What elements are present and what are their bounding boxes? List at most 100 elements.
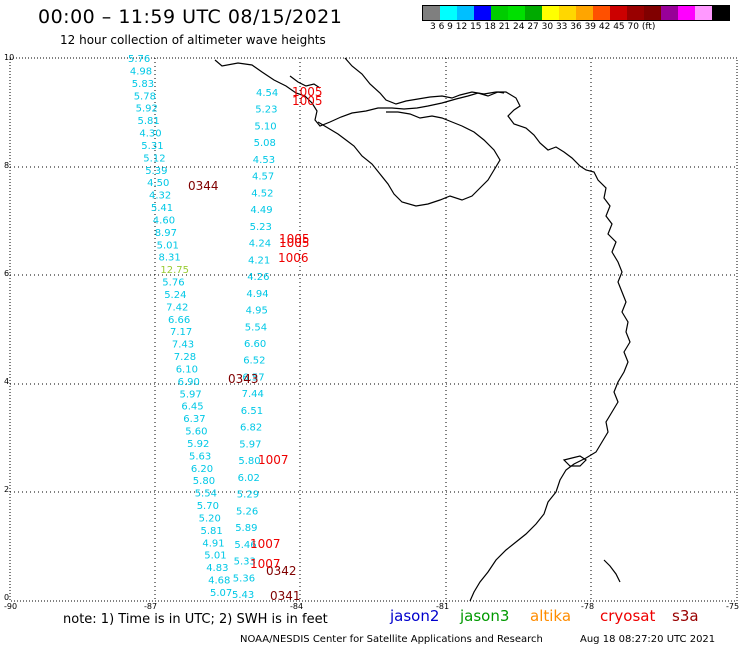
left-swh-3: 5.78 — [134, 91, 156, 102]
left-swh-15: 5.01 — [157, 240, 179, 251]
legend-swatch-0 — [423, 6, 440, 20]
left-swh-0: 5.76 — [128, 54, 150, 65]
left-swh-5: 5.81 — [138, 116, 160, 127]
right-swh-19: 6.51 — [241, 406, 263, 417]
color-scale-legend — [422, 5, 730, 21]
x-tick--78: -78 — [581, 602, 594, 611]
right-swh-22: 5.80 — [238, 456, 260, 467]
right-swh-26: 5.89 — [235, 523, 257, 534]
legend-swatch-8 — [559, 6, 576, 20]
left-swh-25: 6.10 — [176, 365, 198, 376]
y-tick-0: 0 — [4, 593, 9, 602]
y-tick-8: 8 — [4, 161, 9, 170]
x-tick--84: -84 — [290, 602, 303, 611]
legend-swatch-17 — [712, 6, 729, 20]
left-swh-27: 5.97 — [180, 389, 202, 400]
left-swh-19: 5.24 — [164, 290, 186, 301]
left-swh-7: 5.31 — [141, 141, 163, 152]
legend-swatch-1 — [440, 6, 457, 20]
left-swh-2: 5.83 — [132, 79, 154, 90]
legend-swatch-5 — [508, 6, 525, 20]
satellite-cryosat: cryosat — [600, 607, 656, 625]
legend-swatch-9 — [576, 6, 593, 20]
right-swh-30: 5.43 — [232, 590, 254, 601]
track-label-1005-c: 1005 — [279, 232, 310, 246]
coastline — [214, 57, 631, 602]
track-label-0341: 0341 — [270, 589, 301, 603]
legend-swatch-6 — [525, 6, 542, 20]
y-tick-4: 4 — [4, 377, 9, 386]
legend-swatch-4 — [491, 6, 508, 20]
legend-swatch-12 — [627, 6, 644, 20]
track-label-1006: 1006 — [278, 251, 309, 265]
grid-lines — [10, 58, 737, 601]
legend-swatch-13 — [644, 6, 661, 20]
right-swh-0: 4.54 — [256, 88, 278, 99]
satellite-s3a: s3a — [672, 607, 699, 625]
left-swh-14: 8.97 — [155, 228, 177, 239]
left-swh-8: 5.12 — [143, 153, 165, 164]
track-right-measurements: 4.54 5.23 5.10 5.08 4.53 4.57 4.52 4.49 5.23 4.24… — [232, 88, 278, 601]
left-swh-31: 5.92 — [187, 439, 209, 450]
right-swh-24: 5.29 — [237, 490, 259, 501]
right-swh-5: 4.57 — [252, 172, 274, 183]
legend-swatch-7 — [542, 6, 559, 20]
left-swh-12: 5.41 — [151, 203, 173, 214]
legend-swatch-14 — [661, 6, 678, 20]
right-swh-16: 6.52 — [243, 356, 265, 367]
track-label-1007-c: 1007 — [250, 557, 281, 571]
left-swh-35: 5.54 — [195, 489, 217, 500]
legend-swatch-2 — [457, 6, 474, 20]
legend-swatch-15 — [678, 6, 695, 20]
left-swh-11: 4.32 — [149, 191, 171, 202]
track-label-1007-a: 1007 — [258, 453, 289, 467]
right-swh-8: 5.23 — [250, 222, 272, 233]
left-swh-40: 5.01 — [204, 551, 226, 562]
legend-swatch-3 — [474, 6, 491, 20]
legend-scale-labels: 3 6 9 12 15 18 21 24 27 30 33 36 39 42 4… — [430, 22, 656, 32]
left-swh-16: 8.31 — [159, 253, 181, 264]
left-swh-39: 4.91 — [202, 538, 224, 549]
plot-frame — [9, 57, 738, 602]
track-label-1007-b: 1007 — [250, 537, 281, 551]
right-swh-1: 5.23 — [255, 105, 277, 116]
right-swh-20: 6.82 — [240, 423, 262, 434]
left-swh-36: 5.70 — [197, 501, 219, 512]
legend-swatch-10 — [593, 6, 610, 20]
footer-note: note: 1) Time is in UTC; 2) SWH is in fe… — [63, 612, 328, 627]
left-swh-43: 5.07 — [210, 588, 232, 599]
right-swh-17: 6.57 — [242, 373, 264, 384]
right-swh-7: 4.49 — [250, 205, 272, 216]
right-swh-12: 4.94 — [246, 289, 268, 300]
credit-line: NOAA/NESDIS Center for Satellite Applica… — [240, 634, 543, 645]
y-tick-2: 2 — [4, 485, 9, 494]
right-swh-27: 5.46 — [234, 540, 256, 551]
right-swh-28: 5.33 — [234, 557, 256, 568]
track-label-0343: 0343 — [228, 372, 259, 386]
left-swh-6: 4.30 — [139, 129, 161, 140]
right-swh-4: 4.53 — [253, 155, 275, 166]
right-swh-25: 5.26 — [236, 506, 258, 517]
right-swh-13: 4.95 — [246, 306, 268, 317]
track-label-1005-a: 1005 — [292, 85, 323, 99]
right-swh-3: 5.08 — [254, 138, 276, 149]
left-swh-41: 4.83 — [206, 563, 228, 574]
right-swh-10: 4.21 — [248, 255, 270, 266]
right-swh-18: 7.44 — [242, 389, 264, 400]
x-tick--75: -75 — [726, 602, 739, 611]
right-swh-2: 5.10 — [254, 122, 276, 133]
x-tick--90: -90 — [4, 602, 17, 611]
right-swh-9: 4.24 — [249, 239, 271, 250]
left-swh-32: 5.63 — [189, 451, 211, 462]
left-swh-18: 5.76 — [162, 278, 184, 289]
track-label-0344: 0344 — [188, 179, 219, 193]
left-swh-13: 4.60 — [153, 215, 175, 226]
left-swh-30: 5.60 — [185, 427, 207, 438]
left-swh-9: 5.39 — [145, 166, 167, 177]
left-swh-34: 5.80 — [193, 476, 215, 487]
legend-swatch-11 — [610, 6, 627, 20]
left-swh-21: 6.66 — [168, 315, 190, 326]
track-left-measurements: 5.764.985.835.785.925.814.305.315.125.39… — [128, 54, 232, 599]
left-swh-24: 7.28 — [174, 352, 196, 363]
